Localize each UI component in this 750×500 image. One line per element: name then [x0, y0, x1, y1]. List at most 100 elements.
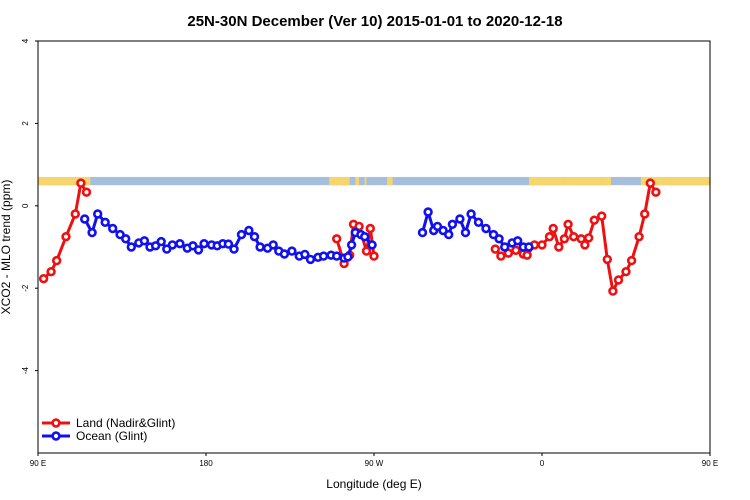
y-tick-label: -2 — [21, 284, 30, 292]
data-point — [621, 267, 631, 277]
data-point — [494, 234, 504, 244]
data-point — [544, 232, 555, 242]
legend-label: Ocean (Glint) — [76, 429, 147, 443]
ocean-band — [38, 176, 710, 186]
data-point — [223, 239, 234, 249]
land-band-segment — [364, 176, 367, 186]
land-band-segment — [38, 176, 91, 186]
data-point — [268, 240, 278, 250]
data-point — [500, 242, 510, 252]
data-point — [305, 254, 316, 265]
land-ocean-band — [38, 176, 710, 186]
data-point — [583, 233, 594, 243]
land-band-segment — [387, 176, 393, 186]
data-point — [634, 232, 644, 242]
legend-swatch-marker — [51, 418, 61, 428]
y-tick-label: 2 — [21, 121, 30, 126]
data-point — [444, 229, 454, 240]
data-point — [466, 209, 476, 219]
data-point — [417, 227, 428, 238]
land-band-segment — [564, 176, 602, 186]
data-point — [568, 232, 579, 242]
data-point — [596, 211, 607, 221]
data-point — [639, 209, 650, 219]
data-point — [255, 242, 265, 252]
legend-label: Land (Nadir&Glint) — [76, 416, 175, 430]
data-point — [346, 240, 357, 250]
data-point — [496, 251, 506, 261]
data-point — [318, 251, 329, 261]
series-ocean — [79, 207, 534, 265]
data-point — [229, 244, 239, 254]
data-point — [608, 286, 618, 296]
data-point — [236, 229, 247, 240]
data-point — [156, 236, 166, 247]
data-point — [651, 187, 661, 197]
data-point — [244, 225, 254, 236]
land-band-segment — [528, 176, 565, 186]
data-point — [365, 223, 375, 234]
y-axis: 4 2 0 -2 -4 — [21, 38, 38, 374]
data-point — [481, 223, 491, 234]
data-point — [524, 242, 534, 252]
data-point — [46, 267, 56, 277]
legend-swatch-marker — [51, 431, 61, 441]
data-point — [490, 244, 500, 254]
data-point — [107, 223, 118, 234]
data-point — [167, 240, 178, 250]
data-point — [193, 245, 204, 255]
y-tick-label: 0 — [21, 203, 30, 208]
x-axis-label: Longitude (deg E) — [326, 477, 421, 491]
data-point — [548, 223, 558, 234]
data-point — [423, 207, 433, 217]
data-point — [473, 217, 484, 228]
data-point — [120, 234, 131, 244]
data-point — [332, 251, 342, 261]
data-point — [343, 252, 353, 262]
data-point — [455, 214, 465, 224]
data-point — [512, 236, 523, 246]
series-layer — [38, 178, 661, 296]
land-band-segment — [601, 176, 612, 186]
data-point — [76, 178, 86, 188]
land-band-segment — [355, 176, 360, 186]
x-tick-label: 180 — [199, 459, 213, 468]
land-band-segment — [640, 176, 710, 186]
data-point — [38, 274, 49, 284]
data-point — [460, 227, 471, 238]
data-point — [100, 217, 110, 228]
data-point — [361, 246, 372, 256]
land-band-segment — [329, 176, 350, 186]
y-tick-label: 4 — [21, 38, 30, 43]
data-point — [554, 242, 564, 252]
data-point — [537, 240, 547, 250]
data-point — [126, 242, 137, 252]
series-land — [38, 178, 661, 296]
data-point — [626, 255, 637, 266]
data-point — [354, 221, 364, 232]
data-point — [199, 239, 209, 249]
data-point — [645, 178, 655, 188]
data-point — [511, 245, 521, 256]
data-point — [249, 232, 260, 242]
data-point — [139, 236, 150, 246]
data-point — [61, 232, 71, 242]
data-point — [92, 209, 103, 219]
data-point — [300, 249, 310, 260]
data-point — [522, 250, 532, 260]
data-point — [79, 214, 90, 224]
chart-title: 25N-30N December (Ver 10) 2015-01-01 to … — [187, 13, 562, 30]
x-axis: 90 E 180 90 W 0 90 E — [30, 453, 718, 468]
legend: Land (Nadir&Glint)Ocean (Glint) — [42, 416, 175, 443]
data-point — [51, 255, 62, 266]
data-point — [559, 234, 570, 244]
data-point — [175, 239, 185, 249]
y-axis-label: XCO2 - MLO trend (ppm) — [0, 180, 13, 315]
data-point — [563, 219, 573, 230]
data-point — [70, 209, 81, 219]
x-tick-label: 0 — [540, 459, 545, 468]
data-point — [279, 249, 290, 259]
data-point — [332, 234, 342, 244]
data-point — [613, 275, 624, 285]
